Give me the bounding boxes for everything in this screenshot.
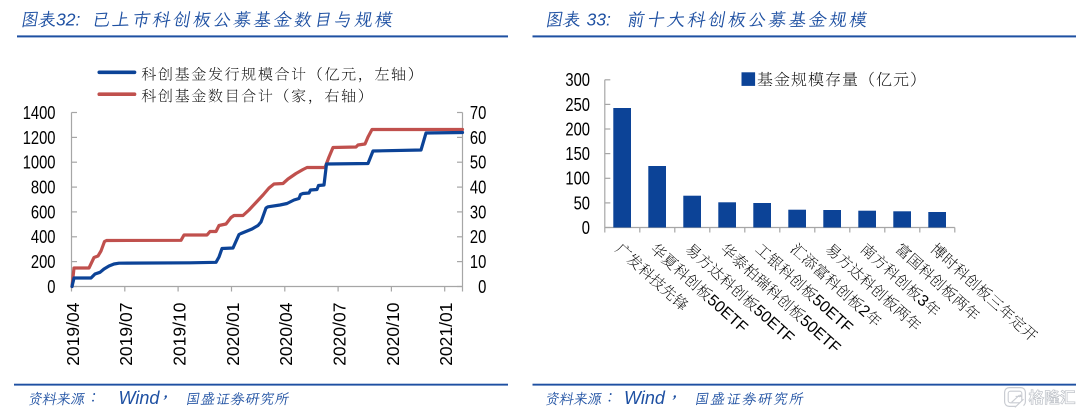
- svg-text:Wind: Wind: [624, 388, 666, 408]
- svg-text:2019/04: 2019/04: [63, 302, 83, 366]
- svg-text:50: 50: [574, 193, 590, 213]
- svg-text:2019/10: 2019/10: [170, 302, 190, 366]
- svg-text:1000: 1000: [23, 153, 56, 173]
- svg-text:0: 0: [582, 218, 590, 238]
- svg-text:0: 0: [47, 277, 55, 297]
- svg-text:150: 150: [565, 144, 590, 164]
- svg-text:32:: 32:: [56, 10, 80, 30]
- svg-text:250: 250: [565, 95, 590, 115]
- svg-text:50: 50: [470, 153, 486, 173]
- svg-text:300: 300: [565, 70, 590, 90]
- svg-text:60: 60: [470, 128, 486, 148]
- svg-text:10: 10: [470, 252, 486, 272]
- svg-text:800: 800: [31, 178, 56, 198]
- svg-text:1400: 1400: [23, 103, 56, 123]
- svg-text:20: 20: [470, 227, 486, 247]
- svg-text:1200: 1200: [23, 128, 56, 148]
- svg-text:30: 30: [470, 202, 486, 222]
- svg-text:2020/10: 2020/10: [383, 302, 403, 366]
- svg-text:200: 200: [31, 252, 56, 272]
- svg-text:400: 400: [31, 227, 56, 247]
- svg-text:600: 600: [31, 202, 56, 222]
- svg-text:33:: 33:: [587, 10, 611, 30]
- svg-text:100: 100: [565, 169, 590, 189]
- svg-text:2021/01: 2021/01: [436, 303, 456, 366]
- svg-text:2020/07: 2020/07: [330, 303, 350, 366]
- svg-text:70: 70: [470, 103, 486, 123]
- svg-text:40: 40: [470, 178, 486, 198]
- svg-text:2019/07: 2019/07: [116, 303, 136, 366]
- svg-text:2020/01: 2020/01: [223, 303, 243, 366]
- svg-text:0: 0: [478, 277, 486, 297]
- svg-text:200: 200: [565, 119, 590, 139]
- svg-text:2020/04: 2020/04: [276, 302, 296, 366]
- svg-text:Wind: Wind: [119, 388, 161, 408]
